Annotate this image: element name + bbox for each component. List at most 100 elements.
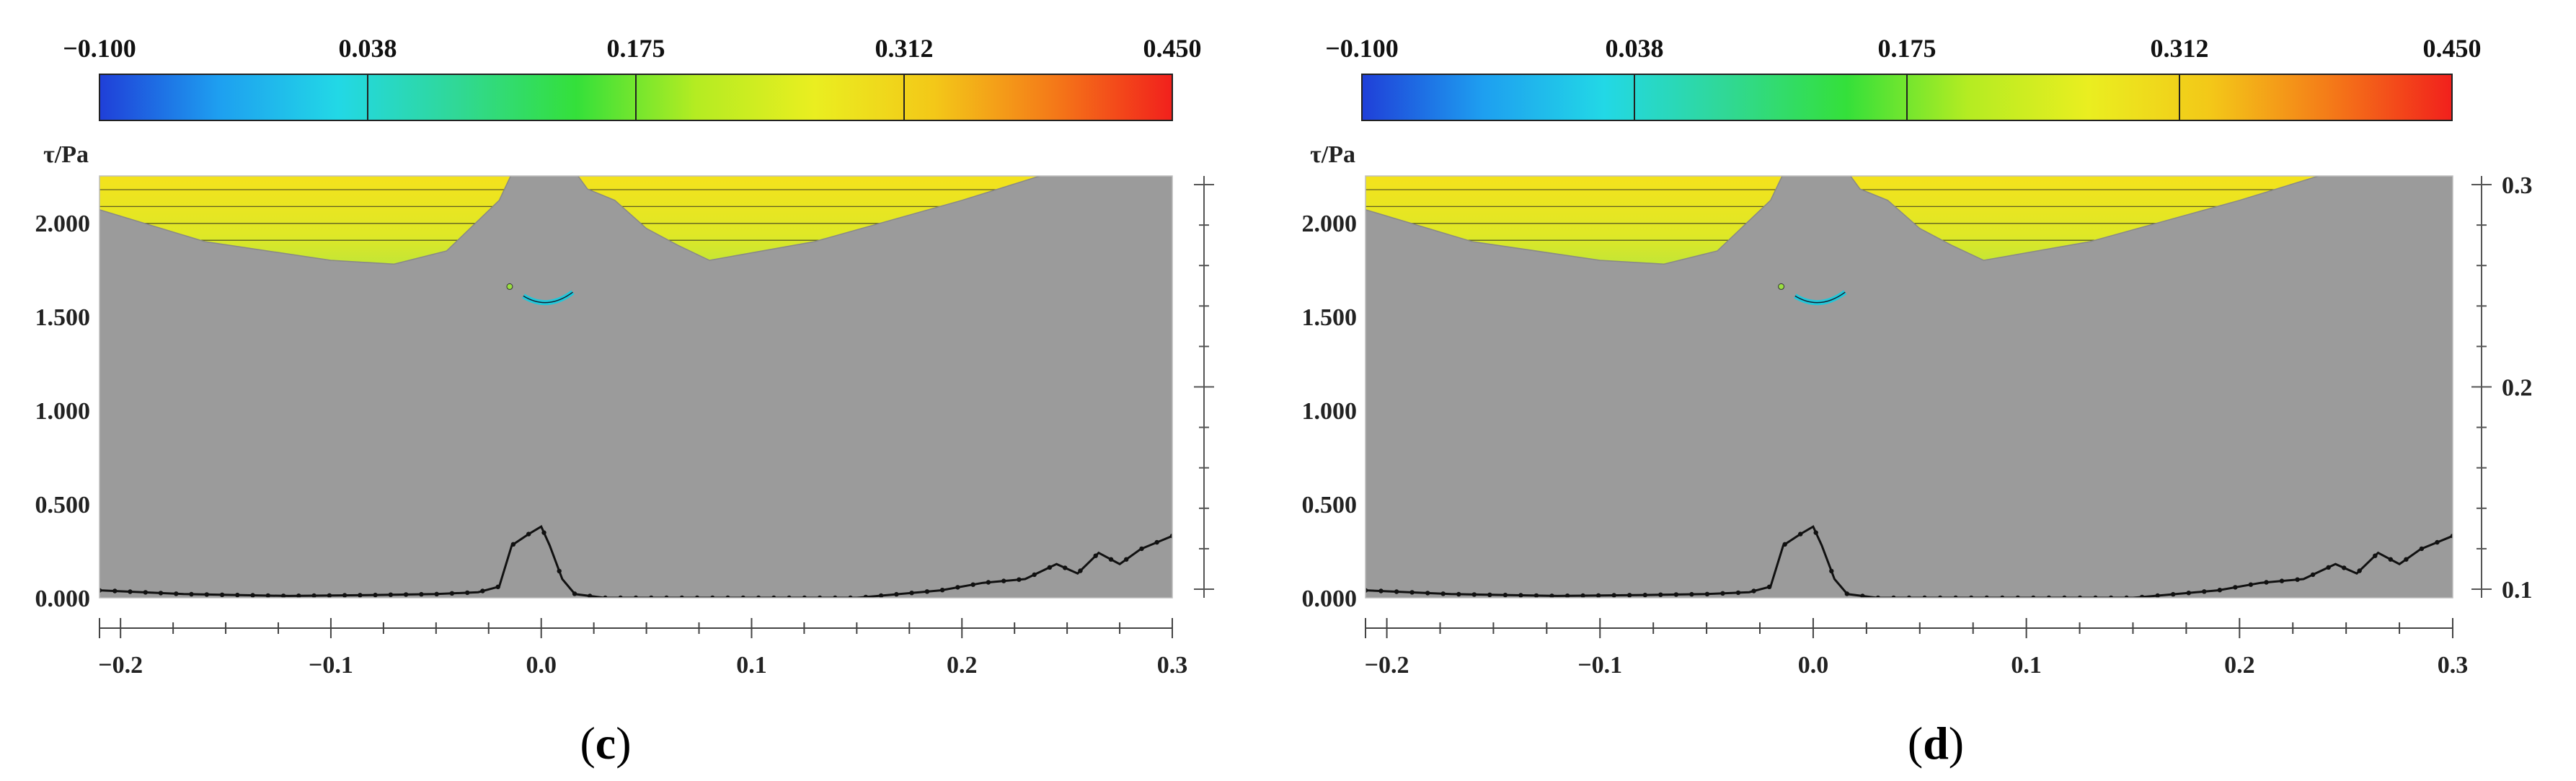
shear-stress-point xyxy=(1139,546,1144,552)
shear-stress-point xyxy=(1766,584,1772,589)
shear-stress-point xyxy=(296,594,301,598)
shear-stress-point xyxy=(939,588,945,593)
colorbar-tick-label: 0.450 xyxy=(1143,34,1202,63)
shear-stress-point xyxy=(2264,580,2269,585)
shear-stress-point xyxy=(1627,593,1632,598)
shear-stress-point xyxy=(710,595,715,598)
shear-stress-point xyxy=(725,595,730,598)
shear-stress-point xyxy=(510,542,516,547)
shear-stress-point xyxy=(787,595,792,598)
shear-stress-point xyxy=(1720,591,1725,596)
shear-stress-point xyxy=(1078,568,1083,573)
small-vortex-marker xyxy=(1778,283,1785,290)
shear-stress-point xyxy=(1735,590,1741,596)
shear-stress-point xyxy=(1487,592,1492,597)
shear-stress-point xyxy=(2404,557,2409,562)
shear-stress-point xyxy=(1611,593,1616,598)
shear-stress-point xyxy=(694,595,700,598)
panel-d: −0.100 0.038 0.175 0.312 0.450 τ/Pa 2.000 1.500… xyxy=(1302,34,2533,679)
shear-stress-point xyxy=(2279,578,2285,583)
shear-stress-point xyxy=(1425,591,1430,596)
left-axis-tick-label: 0.500 xyxy=(1302,492,1358,519)
colorbar-tick-label: −0.100 xyxy=(1325,34,1399,63)
shear-stress-point xyxy=(1984,595,1989,598)
shear-stress-point xyxy=(1169,534,1172,539)
shear-stress-point xyxy=(280,594,286,598)
shear-stress-point xyxy=(1642,592,1647,598)
shear-stress-point xyxy=(924,589,930,594)
panel-c-caption: (c) xyxy=(580,718,631,769)
shear-stress-point xyxy=(2357,568,2362,573)
right-axis-tick-label: 0.2 xyxy=(2502,375,2533,402)
shear-stress-point xyxy=(1906,595,1912,598)
shear-stress-point xyxy=(1549,594,1554,598)
x-axis-tick-label: 0.1 xyxy=(2011,652,2042,679)
left-axis-label: τ/Pa xyxy=(1310,141,1355,168)
shear-stress-point xyxy=(1378,588,1384,594)
shear-stress-point xyxy=(99,588,102,593)
shear-stress-point xyxy=(817,595,823,598)
shear-stress-point xyxy=(2062,595,2067,598)
shear-stress-point xyxy=(434,591,439,596)
shear-stress-point xyxy=(465,590,470,596)
shear-stress-point xyxy=(112,588,118,594)
shear-stress-point xyxy=(2310,572,2316,578)
shear-stress-point xyxy=(526,531,531,537)
panel-d-caption: (d) xyxy=(1908,718,1964,769)
shear-stress-point xyxy=(1001,578,1006,583)
shear-stress-point xyxy=(2419,546,2425,552)
left-axis-tick-label: 1.000 xyxy=(1302,398,1358,425)
left-axis-tick-label: 1.500 xyxy=(35,304,91,331)
shear-stress-point xyxy=(771,595,776,598)
shear-stress-point xyxy=(679,595,684,598)
shear-stress-point xyxy=(1108,557,1114,562)
shear-stress-point xyxy=(1689,591,1694,597)
shear-stress-point xyxy=(2233,585,2238,590)
shear-stress-point xyxy=(833,595,838,598)
shear-stress-point xyxy=(1533,593,1539,598)
shear-stress-point xyxy=(1937,595,1943,598)
shear-stress-point xyxy=(2186,591,2191,596)
shear-stress-point xyxy=(1891,595,1896,598)
left-axis-tick-label: 0.500 xyxy=(35,492,91,519)
shear-stress-point xyxy=(2000,595,2005,598)
shear-stress-point xyxy=(2450,534,2453,539)
sediment-region xyxy=(1366,176,2453,598)
x-axis-tick-label: −0.1 xyxy=(309,652,353,679)
shear-stress-point xyxy=(419,591,424,597)
shear-stress-point xyxy=(1063,565,1068,570)
shear-stress-point xyxy=(1798,531,1803,537)
shear-stress-point xyxy=(1813,530,1818,535)
shear-stress-point xyxy=(358,593,363,598)
colorbar-tick-label: 0.312 xyxy=(875,34,934,63)
shear-stress-point xyxy=(1394,589,1399,594)
panel-c: −0.100 0.038 0.175 0.312 0.450 τ/Pa 2.000 1.500… xyxy=(35,34,1214,679)
sediment-region xyxy=(99,176,1172,598)
shear-stress-point xyxy=(2155,593,2160,598)
left-axis-tick-label: 2.000 xyxy=(35,211,91,237)
shear-stress-point xyxy=(1658,592,1663,597)
x-axis-tick-label: −0.1 xyxy=(1577,652,1622,679)
shear-stress-point xyxy=(557,568,562,574)
shear-stress-point xyxy=(1922,595,1927,598)
x-axis-tick-label: 0.2 xyxy=(2224,652,2255,679)
shear-stress-point xyxy=(158,591,164,596)
shear-stress-point xyxy=(2139,594,2145,598)
shear-stress-point xyxy=(265,593,270,598)
shear-stress-point xyxy=(2124,595,2129,598)
colorbar-tick-label: 0.312 xyxy=(2151,34,2209,63)
shear-stress-point xyxy=(342,593,348,598)
x-axis-tick-label: 0.2 xyxy=(947,652,978,679)
shear-stress-point xyxy=(756,595,761,598)
shear-stress-point xyxy=(649,595,654,598)
shear-stress-point xyxy=(219,592,225,597)
shear-stress-point xyxy=(2077,595,2083,598)
shear-stress-point xyxy=(1409,590,1415,595)
shear-stress-point xyxy=(848,595,853,598)
shear-stress-point xyxy=(2171,591,2176,597)
colorbar-tick-label: 0.038 xyxy=(1606,34,1664,63)
shear-stress-point xyxy=(878,593,884,598)
shear-stress-point xyxy=(541,530,546,535)
shear-stress-point xyxy=(1844,591,1849,596)
